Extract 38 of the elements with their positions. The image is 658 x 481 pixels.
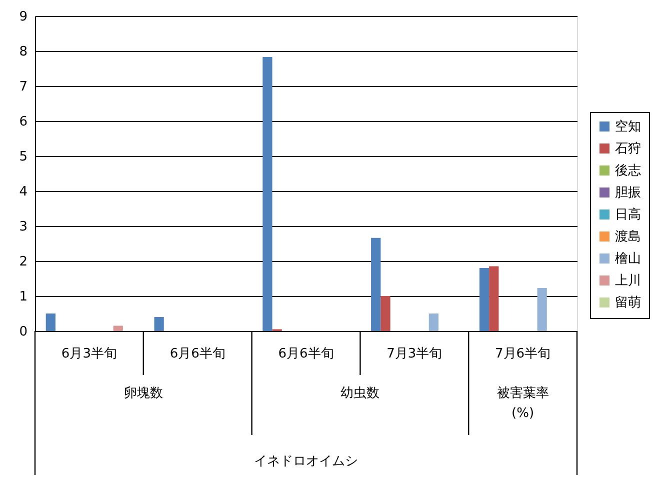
legend-label: 日高	[615, 206, 641, 222]
legend-label: 渡島	[615, 230, 641, 244]
y-tick-label: 9	[19, 10, 28, 24]
y-tick-label: 1	[19, 290, 28, 304]
y-tick-label: 4	[19, 184, 28, 200]
legend-label: 後志	[615, 164, 641, 178]
bar	[380, 296, 390, 331]
legend-label: 胆振	[615, 186, 641, 200]
x-tick-label: 7月6半旬	[495, 346, 551, 362]
text: 幼虫数	[340, 386, 380, 401]
bar	[113, 326, 123, 331]
bar	[489, 266, 499, 331]
text: 卵塊数	[124, 386, 163, 401]
y-tick-label: 6	[19, 114, 28, 130]
y-tick-label: 8	[19, 44, 28, 60]
text: 被害葉率 (%)	[496, 385, 549, 421]
bar	[428, 314, 438, 331]
bar	[371, 238, 381, 331]
y-tick-label: 3	[19, 220, 28, 234]
y-tick-label: 0	[19, 324, 28, 340]
legend-label: 留萌	[615, 296, 641, 310]
legend-label: 空知	[615, 120, 641, 134]
x-tick-label: 7月3半旬	[386, 346, 442, 362]
bar	[46, 314, 56, 331]
legend-label: 上川	[615, 274, 641, 288]
x-tick-label: 6月6半旬	[278, 346, 334, 362]
bar	[537, 288, 547, 331]
legend-label: 檜山	[615, 252, 641, 266]
x-tick-label: 6月3半旬	[61, 346, 117, 362]
bar	[479, 268, 490, 331]
legend-label: 石狩	[615, 142, 641, 156]
bar	[262, 56, 272, 331]
y-tick-label: 2	[19, 254, 28, 270]
y-tick-label: 5	[19, 150, 28, 164]
text: イネドロオイムシ	[254, 454, 358, 469]
y-tick-label: 7	[19, 80, 28, 94]
x-tick-label: 6月6半旬	[170, 346, 226, 362]
bar	[154, 317, 164, 331]
